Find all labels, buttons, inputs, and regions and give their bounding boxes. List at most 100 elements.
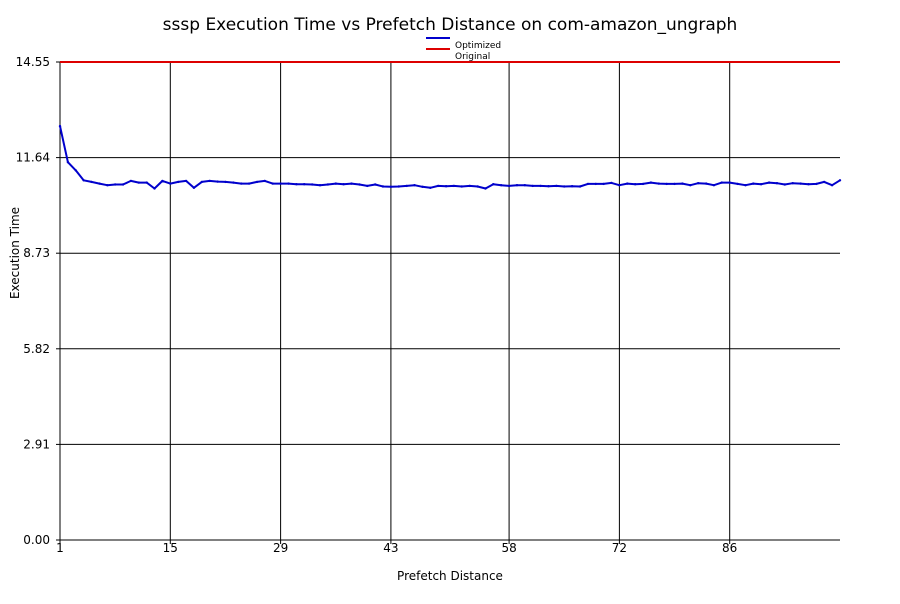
data-point-optimized bbox=[208, 179, 211, 183]
data-point-optimized bbox=[192, 186, 196, 189]
data-point-optimized bbox=[523, 184, 526, 187]
data-point-optimized bbox=[374, 183, 377, 186]
data-point-optimized bbox=[641, 182, 645, 186]
data-point-optimized bbox=[728, 181, 731, 184]
data-point-optimized bbox=[279, 182, 282, 185]
data-point-optimized bbox=[665, 182, 668, 186]
data-point-optimized bbox=[681, 182, 684, 185]
data-point-optimized bbox=[271, 182, 274, 185]
data-point-optimized bbox=[492, 183, 495, 186]
x-tick-label: 29 bbox=[273, 541, 288, 555]
data-point-optimized bbox=[66, 161, 70, 164]
data-point-optimized bbox=[200, 180, 203, 184]
data-point-optimized bbox=[531, 184, 534, 188]
data-point-optimized bbox=[169, 182, 172, 185]
data-point-optimized bbox=[744, 184, 747, 187]
data-point-optimized bbox=[114, 183, 117, 186]
data-point-optimized bbox=[775, 182, 779, 185]
data-point-optimized bbox=[657, 182, 660, 185]
x-tick-label: 58 bbox=[501, 541, 516, 555]
axes bbox=[59, 62, 840, 541]
data-point-optimized bbox=[618, 184, 621, 187]
data-point-optimized bbox=[586, 182, 590, 186]
legend-label-original: Original bbox=[455, 52, 490, 62]
data-point-optimized bbox=[602, 182, 605, 186]
data-point-optimized bbox=[240, 182, 243, 185]
x-axis-label: Prefetch Distance bbox=[397, 569, 503, 583]
x-tick-label: 86 bbox=[722, 541, 737, 555]
data-point-optimized bbox=[610, 181, 613, 185]
data-point-optimized bbox=[594, 182, 597, 186]
data-point-optimized bbox=[815, 182, 818, 186]
data-point-optimized bbox=[799, 182, 802, 185]
data-point-optimized bbox=[295, 183, 298, 186]
y-tick-label: 11.64 bbox=[16, 151, 50, 165]
data-point-optimized bbox=[342, 183, 345, 186]
chart-title: sssp Execution Time vs Prefetch Distance… bbox=[163, 15, 738, 35]
series bbox=[58, 61, 842, 190]
data-point-optimized bbox=[90, 180, 93, 184]
data-point-optimized bbox=[760, 183, 763, 186]
data-point-optimized bbox=[106, 184, 109, 187]
data-point-optimized bbox=[413, 184, 416, 187]
data-point-optimized bbox=[326, 183, 330, 186]
data-point-optimized bbox=[767, 181, 771, 184]
data-point-optimized bbox=[783, 183, 786, 186]
legend-label-optimized: Optimized bbox=[455, 41, 501, 51]
data-point-optimized bbox=[460, 185, 463, 188]
data-point-optimized bbox=[153, 187, 156, 190]
data-point-optimized bbox=[452, 184, 456, 188]
data-point-optimized bbox=[318, 184, 322, 187]
data-point-optimized bbox=[736, 182, 739, 186]
legend: Optimized Original bbox=[426, 37, 501, 62]
data-point-optimized bbox=[184, 179, 188, 183]
data-point-optimized bbox=[515, 184, 519, 187]
data-point-optimized bbox=[712, 184, 716, 187]
data-point-optimized bbox=[807, 183, 810, 186]
data-point-optimized bbox=[389, 185, 393, 188]
data-point-optimized bbox=[437, 184, 440, 188]
data-point-optimized bbox=[366, 184, 369, 188]
data-point-optimized bbox=[673, 182, 676, 186]
data-point-optimized bbox=[216, 180, 219, 183]
y-tick-label: 0.00 bbox=[23, 533, 50, 547]
data-point-optimized bbox=[429, 186, 432, 189]
y-tick-label: 8.73 bbox=[23, 246, 50, 260]
data-point-optimized bbox=[476, 185, 479, 188]
data-point-optimized bbox=[224, 180, 227, 184]
data-point-optimized bbox=[484, 187, 487, 190]
data-point-optimized bbox=[838, 179, 842, 182]
data-point-optimized bbox=[563, 185, 566, 188]
data-point-optimized bbox=[704, 182, 708, 185]
data-point-optimized bbox=[334, 182, 337, 185]
data-point-optimized bbox=[830, 184, 834, 187]
x-tick-label: 72 bbox=[612, 541, 627, 555]
x-tick-label: 43 bbox=[383, 541, 398, 555]
y-tick-label: 5.82 bbox=[23, 342, 50, 356]
data-point-optimized bbox=[697, 182, 700, 185]
y-axis-label: Execution Time bbox=[8, 207, 22, 299]
data-point-optimized bbox=[381, 185, 385, 188]
data-point-optimized bbox=[137, 181, 140, 184]
data-point-optimized bbox=[98, 182, 101, 185]
data-point-optimized bbox=[539, 184, 542, 188]
data-point-optimized bbox=[397, 185, 400, 188]
data-point-optimized bbox=[421, 185, 424, 188]
data-point-optimized bbox=[303, 183, 306, 186]
data-point-optimized bbox=[752, 182, 755, 185]
x-tick-label: 1 bbox=[56, 541, 64, 555]
data-point-optimized bbox=[555, 184, 558, 188]
y-tick-label: 2.91 bbox=[23, 437, 50, 451]
data-point-optimized bbox=[500, 184, 503, 187]
series-line-optimized bbox=[59, 125, 841, 190]
data-point-optimized bbox=[82, 179, 85, 182]
data-point-optimized bbox=[507, 184, 511, 188]
data-point-optimized bbox=[74, 169, 78, 172]
data-point-optimized bbox=[578, 185, 582, 188]
data-point-optimized bbox=[358, 183, 361, 186]
data-point-optimized bbox=[161, 179, 164, 183]
data-point-optimized bbox=[570, 185, 574, 188]
